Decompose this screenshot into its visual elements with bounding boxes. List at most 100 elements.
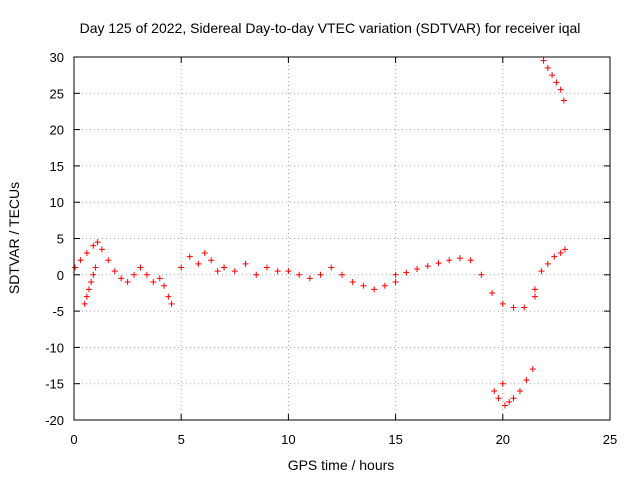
y-tick-label: 30 [50,50,64,65]
data-point [339,271,345,278]
data-point [499,300,506,307]
data-point [531,293,538,300]
y-tick-label: 25 [50,86,64,101]
data-point [456,255,463,262]
data-point [231,268,238,275]
data-point [72,264,79,271]
data-point [83,250,90,257]
data-point [557,86,564,93]
y-tick-label: 20 [50,123,64,138]
y-tick-label: 5 [57,232,64,247]
data-point [561,246,568,253]
data-point [214,268,221,275]
data-point [499,380,506,387]
data-point [118,275,125,282]
data-point [201,250,208,257]
x-tick-label: 5 [178,432,185,447]
data-point [86,286,93,293]
x-axis-label: GPS time / hours [288,457,395,473]
y-tick-label: -20 [45,413,64,428]
data-point [544,260,551,267]
data-point [274,268,281,275]
data-point [105,257,112,264]
data-point [491,387,498,394]
data-point [467,257,474,264]
data-point [161,282,168,289]
data-point [392,271,399,278]
data-point [165,293,172,300]
data-point [242,260,249,267]
data-point [81,300,88,307]
x-tick-label: 0 [70,432,77,447]
data-point [306,275,313,282]
data-point [506,398,513,405]
y-tick-label: 10 [50,195,64,210]
data-point [544,64,551,71]
data-point [414,265,421,272]
data-point [489,289,496,296]
data-point [403,269,410,276]
y-tick-label: -15 [45,377,64,392]
data-point [521,304,528,311]
data-point [131,271,138,278]
data-point [285,268,292,275]
y-tick-label: -10 [45,340,64,355]
data-points [72,57,568,409]
data-point [540,57,547,64]
data-point [88,279,95,286]
data-point [317,271,324,278]
data-point [538,268,545,275]
data-point [495,395,502,402]
data-point [349,279,356,286]
data-point [156,275,163,282]
plot-frame [73,56,611,421]
data-point [371,286,378,293]
data-point [435,260,442,267]
data-point [83,293,90,300]
data-point [557,250,564,257]
data-point [77,257,84,264]
data-point [529,366,536,373]
data-point [221,264,228,271]
y-tick-label: 15 [50,159,64,174]
data-point [549,72,556,79]
grid [74,57,610,420]
data-point [168,300,175,307]
data-point [94,239,101,246]
y-axis-label: SDTVAR / TECUs [6,182,22,294]
x-tick-label: 20 [496,432,510,447]
chart-title: Day 125 of 2022, Sidereal Day-to-day VTE… [80,20,581,36]
data-point [111,268,118,275]
data-point [381,282,388,289]
data-point [208,257,215,264]
data-point [98,246,105,253]
data-point [90,271,97,278]
data-point [551,253,558,260]
axis-ticks: 0 5 10 15 20 25 -20 -15 -10 -5 0 5 10 15 20 25 30 [45,50,617,447]
y-tick-label: 0 [57,268,64,283]
data-point [531,286,538,293]
data-point [195,260,202,267]
data-point [263,264,270,271]
data-point [150,279,157,286]
x-tick-label: 25 [603,432,617,447]
data-point [328,264,335,271]
data-point [137,264,144,271]
data-point [510,395,517,402]
data-point [553,79,560,86]
data-point [253,271,260,278]
data-point [296,271,303,278]
x-tick-label: 10 [281,432,295,447]
x-tick-label: 15 [388,432,402,447]
data-point [523,377,530,384]
data-point [424,263,431,270]
data-point [124,279,131,286]
data-point [501,402,508,409]
data-point [90,242,97,249]
data-point [143,271,150,278]
data-point [510,304,517,311]
data-point [392,279,399,286]
data-point [478,271,485,278]
data-point [178,264,185,271]
data-point [560,97,567,104]
